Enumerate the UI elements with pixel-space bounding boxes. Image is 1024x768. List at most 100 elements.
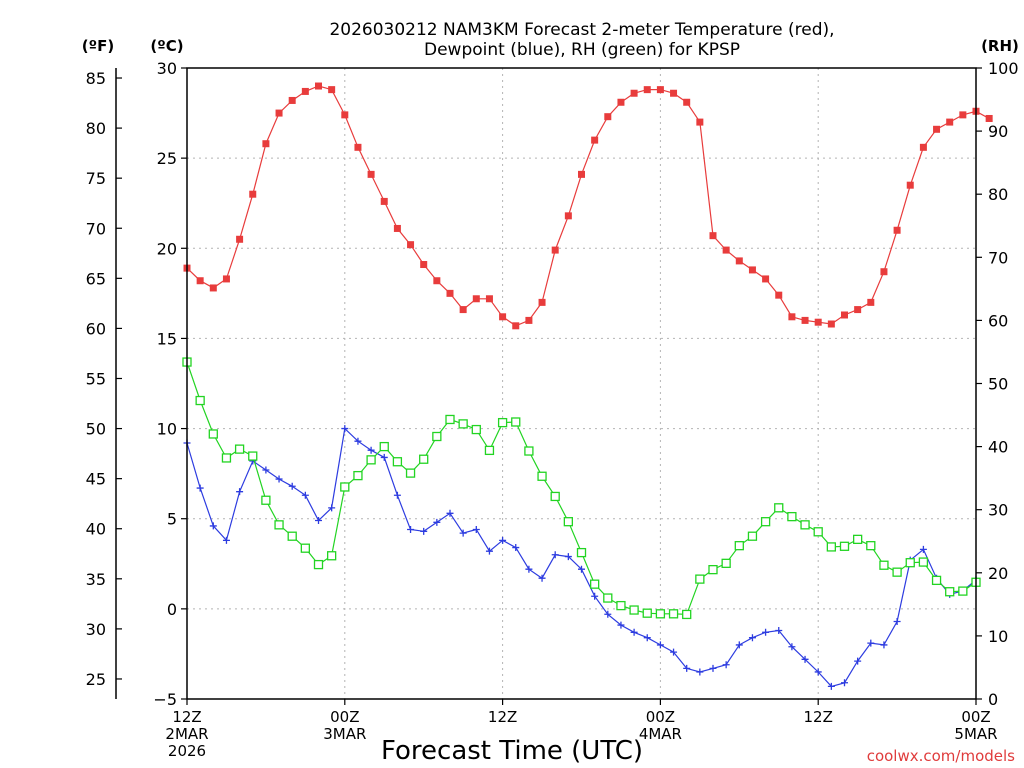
chart-title-line2: Dewpoint (blue), RH (green) for KPSP bbox=[424, 40, 740, 60]
x-tick-label: 12Z bbox=[172, 708, 201, 726]
celsius-tick-label: 15 bbox=[157, 329, 177, 348]
plot-frame bbox=[186, 67, 977, 700]
rh-point bbox=[760, 517, 771, 527]
x-tick-label: 12Z bbox=[488, 708, 517, 726]
rh-point bbox=[826, 542, 836, 552]
rh-point bbox=[484, 445, 495, 456]
rh-point bbox=[918, 557, 929, 567]
temperature-point bbox=[617, 98, 625, 106]
x-tick-label: 5MAR bbox=[954, 725, 997, 743]
temperature-point bbox=[446, 289, 454, 297]
dewpoint-point bbox=[380, 453, 388, 461]
temperature-point bbox=[670, 89, 678, 97]
dewpoint-point bbox=[209, 522, 217, 530]
temperature-point bbox=[341, 111, 349, 119]
dewpoint-point bbox=[538, 574, 546, 582]
rh-point bbox=[682, 609, 692, 620]
temperature-point bbox=[814, 318, 822, 326]
rh-tick-label: 50 bbox=[988, 375, 1008, 394]
x-tick-label: 2MAR bbox=[165, 725, 208, 743]
rh-point bbox=[511, 417, 521, 427]
temperature-point bbox=[630, 89, 638, 97]
rh-tick-label: 30 bbox=[988, 501, 1008, 520]
temperature-point bbox=[735, 257, 743, 265]
celsius-tick-label: 25 bbox=[157, 149, 177, 168]
temperature-point bbox=[472, 295, 480, 303]
dewpoint-point bbox=[222, 536, 230, 544]
celsius-axis-unit: (ºC) bbox=[150, 37, 183, 55]
dewpoint-point bbox=[841, 679, 848, 687]
dewpoint-point bbox=[354, 437, 362, 445]
dewpoint-point bbox=[328, 504, 336, 512]
rh-tick-label: 100 bbox=[988, 59, 1019, 78]
temperature-point bbox=[236, 235, 244, 243]
temperature-point bbox=[367, 170, 375, 178]
temperature-point bbox=[880, 268, 888, 276]
fahrenheit-tick-label: 85 bbox=[86, 69, 106, 88]
dewpoint-point bbox=[420, 527, 428, 535]
axes: −5 0 5 10 15 20 25 30 25 30 35 40 45 50 55 60 65 70 75 80 85… bbox=[86, 59, 1019, 760]
x-tick-label: 00Z bbox=[961, 708, 990, 726]
dewpoint-point bbox=[499, 536, 507, 544]
temperature-point bbox=[249, 190, 257, 198]
rh-point bbox=[892, 567, 902, 577]
rh-point bbox=[524, 446, 534, 456]
dewpoint-point bbox=[564, 553, 572, 561]
temperature-point bbox=[788, 313, 796, 321]
celsius-tick-label: 30 bbox=[157, 59, 177, 78]
rh-tick-label: 60 bbox=[988, 311, 1008, 330]
chart-title-line1: 2026030212 NAM3KM Forecast 2-meter Tempe… bbox=[329, 20, 834, 40]
rh-point bbox=[905, 558, 915, 568]
celsius-tick-label: 10 bbox=[157, 420, 177, 439]
rh-tick-label: 40 bbox=[988, 438, 1008, 457]
fahrenheit-tick-label: 25 bbox=[86, 670, 106, 689]
rh-point bbox=[419, 454, 429, 464]
temperature-point bbox=[393, 224, 401, 232]
rh-point bbox=[958, 586, 968, 596]
x-tick-label: 00Z bbox=[646, 708, 675, 726]
rh-point bbox=[471, 424, 481, 435]
dewpoint-point bbox=[893, 617, 901, 625]
rh-point bbox=[221, 453, 232, 463]
temperature-point bbox=[578, 170, 585, 178]
temperature-point bbox=[867, 298, 875, 306]
temperature-point bbox=[722, 246, 730, 254]
x-tick-label: 12Z bbox=[804, 708, 833, 726]
series-temperature bbox=[183, 82, 993, 330]
rh-tick-label: 10 bbox=[988, 627, 1008, 646]
celsius-tick-label: 0 bbox=[167, 600, 177, 619]
dewpoint-point bbox=[670, 648, 678, 656]
rh-point bbox=[261, 495, 271, 505]
temperature-point bbox=[262, 140, 270, 148]
temperature-point bbox=[709, 232, 717, 240]
rh-point bbox=[445, 414, 455, 425]
x-tick-label: 00Z bbox=[330, 708, 359, 726]
dewpoint-point bbox=[433, 518, 441, 526]
rh-point bbox=[208, 429, 218, 439]
temperature-point bbox=[748, 266, 756, 274]
temperature-point bbox=[275, 109, 283, 117]
rh-point bbox=[300, 543, 311, 553]
x-tick-label: 3MAR bbox=[323, 725, 366, 743]
credit-text: coolwx.com/models bbox=[867, 747, 1015, 765]
dewpoint-point bbox=[775, 626, 783, 634]
rh-point bbox=[616, 600, 626, 611]
series-dewpoint bbox=[183, 425, 980, 690]
rh-point bbox=[313, 559, 324, 570]
rh-point bbox=[839, 541, 850, 551]
dewpoint-point bbox=[722, 661, 730, 669]
dewpoint-point bbox=[788, 643, 796, 651]
dewpoint-point bbox=[867, 639, 875, 647]
temperature-point bbox=[906, 181, 914, 189]
rh-point bbox=[813, 527, 823, 537]
temperature-point bbox=[946, 118, 954, 126]
rh-point bbox=[721, 558, 731, 568]
rh-tick-label: 20 bbox=[988, 564, 1008, 583]
rh-point bbox=[590, 579, 600, 589]
fahrenheit-tick-label: 45 bbox=[86, 470, 106, 489]
temperature-point bbox=[696, 118, 704, 126]
gridlines bbox=[187, 68, 976, 699]
dewpoint-point bbox=[236, 488, 244, 496]
rh-point bbox=[432, 431, 442, 442]
temperature-point bbox=[591, 136, 599, 144]
